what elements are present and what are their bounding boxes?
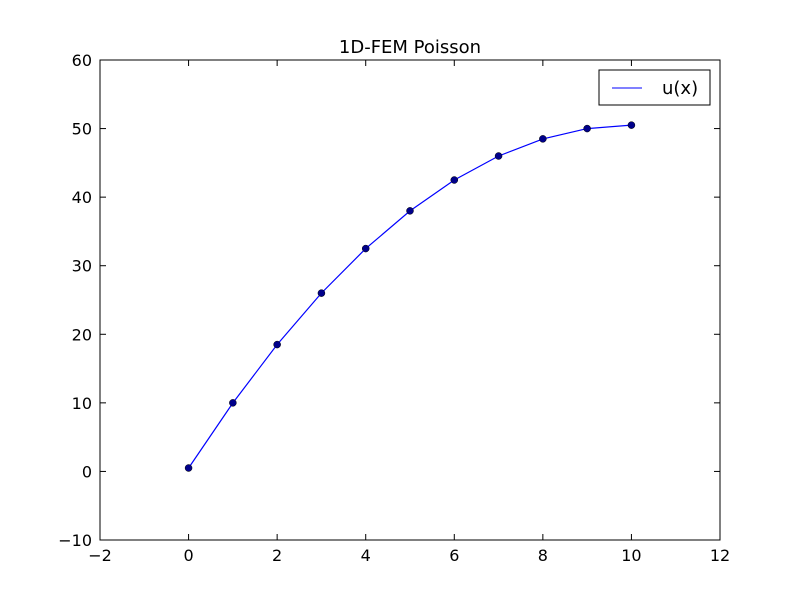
y-tick-label: 50 bbox=[72, 120, 92, 139]
y-tick-label: −10 bbox=[58, 531, 92, 550]
x-tick-label: 12 bbox=[710, 546, 730, 565]
x-tick-label: 0 bbox=[183, 546, 193, 565]
x-tick-label: 6 bbox=[449, 546, 459, 565]
y-tick-label: 20 bbox=[72, 325, 92, 344]
plot-border bbox=[99, 59, 721, 541]
legend: u(x) bbox=[598, 69, 711, 106]
data-point bbox=[273, 340, 281, 349]
y-tick-label: 30 bbox=[72, 257, 92, 276]
data-point bbox=[229, 399, 237, 407]
x-tick-label: 8 bbox=[538, 546, 548, 565]
legend-label-u-x: u(x) bbox=[662, 78, 698, 99]
data-point bbox=[406, 207, 414, 215]
y-tick-label: 60 bbox=[72, 51, 92, 70]
x-tick-label: 2 bbox=[272, 546, 282, 565]
data-point bbox=[539, 135, 547, 143]
data-point bbox=[583, 124, 591, 133]
data-point bbox=[361, 244, 370, 253]
series-layer bbox=[184, 121, 636, 472]
chart-title: 1D-FEM Poisson bbox=[339, 37, 481, 58]
y-tick-label: 0 bbox=[82, 462, 92, 481]
data-point bbox=[627, 121, 636, 129]
x-tick-label: −2 bbox=[88, 546, 112, 565]
x-tick-label: 4 bbox=[361, 546, 371, 565]
data-point bbox=[450, 176, 459, 184]
y-tick-label: 10 bbox=[72, 394, 92, 413]
data-point bbox=[494, 152, 503, 160]
data-point bbox=[184, 464, 193, 472]
data-point bbox=[317, 289, 326, 297]
x-tick-label: 10 bbox=[621, 546, 641, 565]
y-tick-label: 40 bbox=[72, 188, 92, 207]
axis-ticks: −2 0 2 4 6 8 10 12 −10 0 10 20 30 40 50 60 bbox=[58, 51, 730, 565]
plot-area bbox=[99, 59, 721, 541]
